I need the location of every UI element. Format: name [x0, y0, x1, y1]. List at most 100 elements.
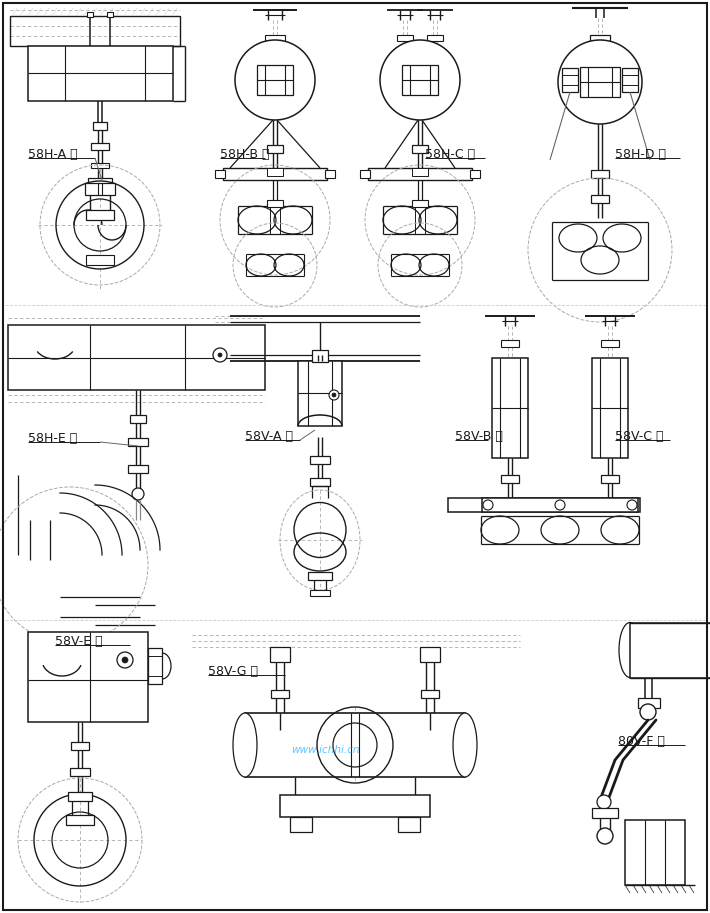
- Bar: [360, 170, 370, 178]
- Bar: [223, 168, 327, 180]
- Bar: [591, 170, 609, 178]
- Bar: [412, 145, 428, 153]
- Bar: [310, 456, 330, 464]
- Ellipse shape: [704, 623, 710, 677]
- Bar: [308, 572, 332, 580]
- Bar: [66, 815, 94, 825]
- Bar: [128, 438, 148, 446]
- Bar: [267, 145, 283, 153]
- Text: 58H-D 型: 58H-D 型: [615, 148, 666, 161]
- Bar: [492, 358, 528, 458]
- Bar: [71, 742, 89, 750]
- Text: 58H-A 型: 58H-A 型: [28, 148, 77, 161]
- Circle shape: [555, 500, 565, 510]
- Ellipse shape: [233, 713, 257, 777]
- Bar: [501, 475, 519, 483]
- Bar: [10, 16, 180, 46]
- Text: 58V-A 型: 58V-A 型: [245, 430, 293, 443]
- Bar: [638, 698, 660, 708]
- Circle shape: [558, 40, 642, 124]
- Bar: [88, 178, 112, 185]
- Text: 58H-E 型: 58H-E 型: [28, 432, 77, 445]
- Bar: [270, 647, 290, 662]
- Text: 58H-C 型: 58H-C 型: [425, 148, 475, 161]
- Text: 58V-G 型: 58V-G 型: [208, 665, 258, 678]
- Bar: [267, 168, 283, 176]
- Bar: [368, 168, 472, 180]
- Bar: [267, 200, 283, 207]
- Bar: [265, 35, 285, 41]
- Bar: [601, 340, 619, 347]
- Bar: [271, 690, 289, 698]
- Bar: [412, 168, 428, 176]
- Bar: [630, 623, 710, 678]
- Bar: [86, 210, 114, 220]
- Bar: [28, 632, 148, 722]
- Circle shape: [332, 393, 336, 397]
- Bar: [290, 817, 312, 832]
- Bar: [280, 795, 430, 817]
- Bar: [257, 65, 293, 95]
- Circle shape: [597, 795, 611, 809]
- Bar: [68, 792, 92, 801]
- Text: 58H-B 型: 58H-B 型: [220, 148, 270, 161]
- Circle shape: [380, 40, 460, 120]
- Bar: [601, 475, 619, 483]
- Bar: [580, 67, 620, 97]
- Text: www.ichhi.cn: www.ichhi.cn: [291, 745, 359, 755]
- Ellipse shape: [453, 713, 477, 777]
- Bar: [245, 713, 465, 777]
- Bar: [562, 68, 578, 92]
- Bar: [310, 590, 330, 596]
- Bar: [298, 361, 342, 426]
- Circle shape: [235, 40, 315, 120]
- Bar: [421, 690, 439, 698]
- Circle shape: [132, 488, 144, 500]
- Bar: [427, 35, 443, 41]
- Bar: [592, 808, 618, 818]
- Circle shape: [117, 652, 133, 668]
- Circle shape: [329, 390, 339, 400]
- Bar: [501, 340, 519, 347]
- Text: 58V-B 型: 58V-B 型: [455, 430, 503, 443]
- Bar: [325, 170, 335, 178]
- Bar: [107, 12, 113, 17]
- Circle shape: [122, 657, 128, 663]
- Bar: [625, 820, 685, 885]
- Bar: [470, 170, 480, 178]
- Bar: [8, 325, 265, 390]
- Bar: [215, 170, 225, 178]
- Bar: [70, 768, 90, 776]
- Circle shape: [627, 500, 637, 510]
- Bar: [397, 35, 413, 41]
- Text: 58V-C 型: 58V-C 型: [615, 430, 664, 443]
- Bar: [130, 415, 146, 423]
- Bar: [86, 255, 114, 265]
- Bar: [482, 498, 638, 512]
- Bar: [592, 358, 628, 458]
- Bar: [590, 35, 610, 42]
- Bar: [93, 122, 107, 130]
- Text: 58V-E 型: 58V-E 型: [55, 635, 103, 648]
- Ellipse shape: [619, 623, 641, 677]
- Circle shape: [640, 704, 656, 720]
- Circle shape: [218, 353, 222, 357]
- Circle shape: [213, 348, 227, 362]
- Bar: [412, 200, 428, 207]
- Bar: [148, 648, 162, 684]
- Circle shape: [483, 500, 493, 510]
- Text: 80V-F 型: 80V-F 型: [618, 735, 665, 748]
- Bar: [28, 46, 173, 101]
- Circle shape: [597, 828, 613, 844]
- Bar: [402, 65, 438, 95]
- Bar: [91, 143, 109, 150]
- Bar: [398, 817, 420, 832]
- Bar: [91, 163, 109, 168]
- Bar: [85, 183, 115, 195]
- Bar: [591, 195, 609, 203]
- Bar: [622, 68, 638, 92]
- Bar: [128, 465, 148, 473]
- Bar: [87, 12, 93, 17]
- Bar: [312, 350, 328, 362]
- Bar: [310, 478, 330, 486]
